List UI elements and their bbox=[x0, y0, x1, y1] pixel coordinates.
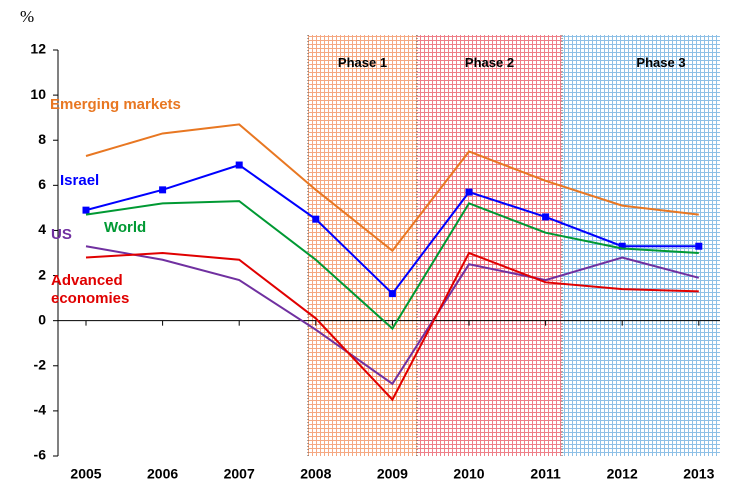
x-tick-label: 2012 bbox=[607, 466, 638, 482]
point-marker bbox=[695, 242, 703, 250]
point-marker bbox=[159, 186, 167, 194]
x-tick-label: 2013 bbox=[683, 466, 714, 482]
series-line bbox=[85, 123, 699, 253]
x-tick-label: 2006 bbox=[147, 466, 178, 482]
y-tick-label: 12 bbox=[30, 41, 46, 57]
series-line bbox=[85, 245, 700, 386]
series-label: World bbox=[104, 219, 147, 236]
x-tick-label: 2008 bbox=[300, 466, 331, 482]
y-tick-label: -6 bbox=[34, 447, 47, 463]
phase-band bbox=[308, 35, 417, 456]
phase-label: Phase 2 bbox=[464, 55, 515, 70]
x-tick-label: 2005 bbox=[70, 466, 101, 482]
point-marker bbox=[465, 188, 473, 196]
x-tick-label: 2011 bbox=[530, 466, 561, 482]
x-tick-label: 2007 bbox=[224, 466, 255, 482]
y-tick-label: 2 bbox=[38, 266, 46, 282]
series-line bbox=[85, 251, 699, 402]
series-label: Emerging markets bbox=[50, 96, 181, 113]
point-marker bbox=[618, 242, 626, 250]
point-marker bbox=[388, 290, 396, 298]
point-marker bbox=[235, 161, 243, 169]
y-tick-label: -4 bbox=[34, 402, 47, 418]
series-label: US bbox=[51, 226, 72, 243]
point-marker bbox=[82, 206, 90, 214]
y-tick-label: 4 bbox=[38, 221, 46, 237]
y-tick-label: 0 bbox=[38, 311, 46, 327]
x-tick-label: 2010 bbox=[453, 466, 484, 482]
phase-band bbox=[417, 35, 562, 456]
phase-label: Phase 1 bbox=[337, 55, 388, 70]
y-axis-label: % bbox=[20, 7, 34, 26]
series-line bbox=[85, 200, 699, 331]
y-tick-label: 10 bbox=[30, 86, 46, 102]
x-tick-label: 2009 bbox=[377, 466, 408, 482]
y-tick-label: 6 bbox=[38, 176, 46, 192]
y-tick-label: -2 bbox=[34, 356, 47, 372]
y-tick-label: 8 bbox=[38, 131, 46, 147]
point-marker bbox=[312, 215, 320, 223]
series-label: Advanced economies bbox=[51, 272, 130, 307]
point-marker bbox=[542, 213, 550, 221]
series-label: Israel bbox=[60, 172, 100, 189]
phase-label: Phase 3 bbox=[636, 55, 686, 70]
